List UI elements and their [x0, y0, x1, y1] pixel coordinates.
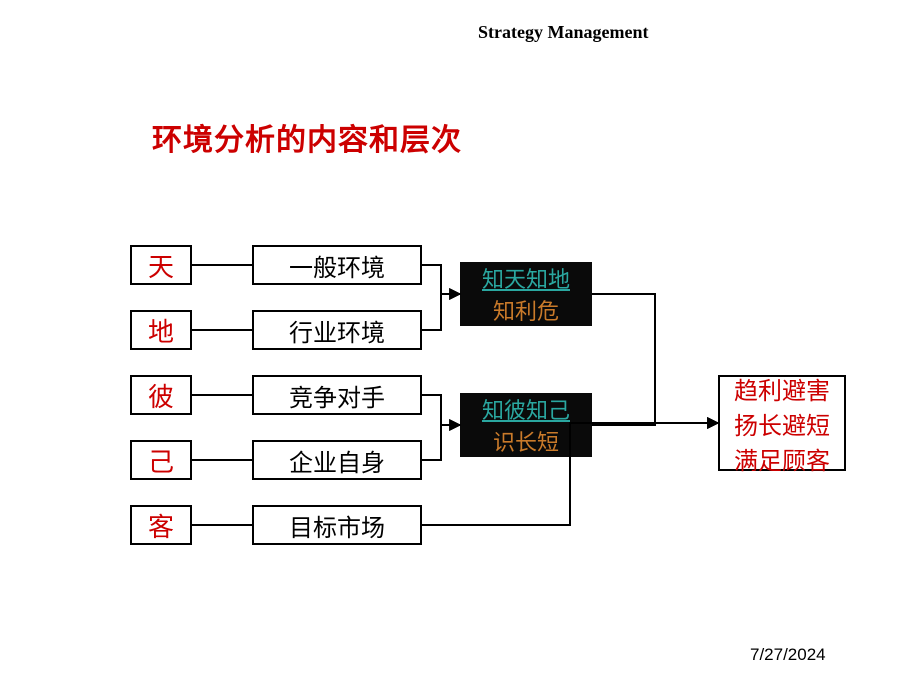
mid-box-ke: 目标市场	[252, 505, 422, 545]
main-title: 环境分析的内容和层次	[152, 115, 462, 159]
left-label: 客	[148, 507, 174, 544]
mid-label: 一般环境	[289, 248, 385, 283]
right-line-2: 扬长避短	[734, 406, 830, 441]
left-box-tian: 天	[130, 245, 192, 285]
dark-top-line1: 知天知地	[482, 262, 570, 294]
left-label: 彼	[148, 377, 174, 414]
mid-label: 企业自身	[289, 443, 385, 478]
mid-box-tian: 一般环境	[252, 245, 422, 285]
date-label: 7/27/2024	[750, 645, 826, 665]
diagram-stage: Strategy Management 环境分析的内容和层次 天 地 彼 己 客…	[0, 0, 920, 690]
mid-label: 目标市场	[289, 508, 385, 543]
left-box-ke: 客	[130, 505, 192, 545]
left-label: 地	[148, 312, 174, 349]
dark-top-line2: 知利危	[493, 294, 559, 326]
header-title: Strategy Management	[478, 22, 648, 43]
dark-bottom-line1: 知彼知己	[482, 393, 570, 425]
left-box-bi: 彼	[130, 375, 192, 415]
mid-box-ji: 企业自身	[252, 440, 422, 480]
left-box-di: 地	[130, 310, 192, 350]
mid-label: 行业环境	[289, 313, 385, 348]
left-label: 己	[148, 442, 174, 479]
right-line-1: 趋利避害	[734, 371, 830, 406]
dark-box-bottom: 知彼知己 识长短	[460, 393, 592, 457]
dark-bottom-line2: 识长短	[493, 425, 559, 457]
right-box: 趋利避害 扬长避短 满足顾客	[718, 375, 846, 471]
mid-box-di: 行业环境	[252, 310, 422, 350]
right-line-3: 满足顾客	[734, 441, 830, 476]
left-label: 天	[148, 247, 174, 284]
dark-box-top: 知天知地 知利危	[460, 262, 592, 326]
left-box-ji: 己	[130, 440, 192, 480]
mid-label: 竞争对手	[289, 378, 385, 413]
mid-box-bi: 竞争对手	[252, 375, 422, 415]
